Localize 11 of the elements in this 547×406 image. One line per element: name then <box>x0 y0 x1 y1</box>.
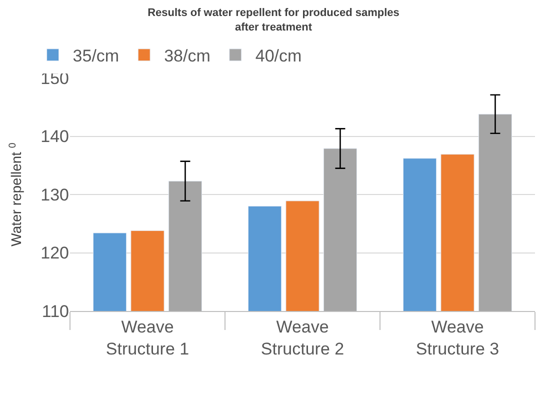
y-tick-label: 130 <box>40 185 69 204</box>
y-tick-label: 140 <box>40 127 69 146</box>
y-tick-label: 120 <box>40 244 69 263</box>
chart-title: Results of water repellent for produced samples after treatment <box>148 7 400 34</box>
legend-label: 40/cm <box>255 46 302 66</box>
x-tick-label: Weave Structure 1 <box>106 317 190 358</box>
y-tick-label: 110 <box>42 302 69 321</box>
legend-label: 35/cm <box>72 46 120 66</box>
legend-label: 38/cm <box>164 46 210 66</box>
x-tick-label: Weave Structure 3 <box>416 317 500 358</box>
x-tick-label: Weave Structure 2 <box>260 317 344 358</box>
